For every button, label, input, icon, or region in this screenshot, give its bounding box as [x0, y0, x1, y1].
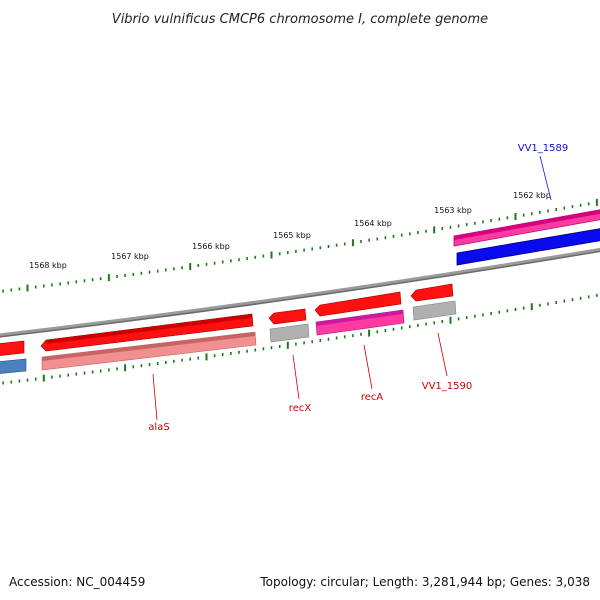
- gene-recA-magenta[interactable]: [315, 309, 405, 336]
- label-line: [292, 354, 300, 400]
- chromosome-backbone: [0, 247, 600, 337]
- gene-VV1_1589[interactable]: [453, 209, 600, 247]
- scale-label: 1564 kbp: [354, 219, 392, 228]
- gene-label[interactable]: VV1_1589: [518, 143, 569, 154]
- map-canvas: 1562 kbp 1563 kbp 1564 kbp 1565 kbp 1566…: [0, 143, 600, 433]
- scale-label: 1563 kbp: [434, 206, 472, 215]
- scale-label: 1567 kbp: [111, 252, 149, 261]
- gene-label[interactable]: VV1_1590: [422, 381, 473, 392]
- gene-label[interactable]: alaS: [148, 422, 169, 433]
- gene-left-steelblue[interactable]: [0, 358, 27, 374]
- gene-VV1_1590[interactable]: [410, 283, 454, 302]
- scale-lower: [2, 293, 598, 385]
- gene-recA[interactable]: [314, 291, 402, 317]
- label-line: [539, 155, 552, 201]
- map-title: Vibrio vulnificus CMCP6 chromosome I, co…: [112, 12, 488, 27]
- topology-text: Topology: circular; Length: 3,281,944 bp…: [259, 575, 590, 589]
- chromosome-backbone-shadow: [0, 250, 600, 338]
- label-line: [363, 344, 373, 390]
- gene-blue-forward[interactable]: [456, 228, 600, 266]
- gene-left-red[interactable]: [0, 340, 25, 356]
- scale-label: 1565 kbp: [273, 231, 311, 240]
- gene-recX-gray[interactable]: [269, 323, 310, 343]
- gene-label[interactable]: recA: [361, 392, 384, 403]
- scale-label: 1562 kbp: [513, 191, 551, 200]
- label-line: [437, 332, 448, 377]
- gene-recX[interactable]: [268, 308, 307, 325]
- gene-VV1_1590-gray[interactable]: [412, 300, 457, 321]
- gene-alaS[interactable]: [40, 313, 254, 352]
- gene-alaS-light[interactable]: [41, 331, 257, 371]
- scale-label: 1568 kbp: [29, 261, 67, 270]
- label-line: [152, 373, 158, 421]
- accession-text: Accession: NC_004459: [9, 575, 145, 589]
- scale-upper: [2, 198, 598, 293]
- gene-label[interactable]: recX: [289, 403, 312, 414]
- scale-label: 1566 kbp: [192, 242, 230, 251]
